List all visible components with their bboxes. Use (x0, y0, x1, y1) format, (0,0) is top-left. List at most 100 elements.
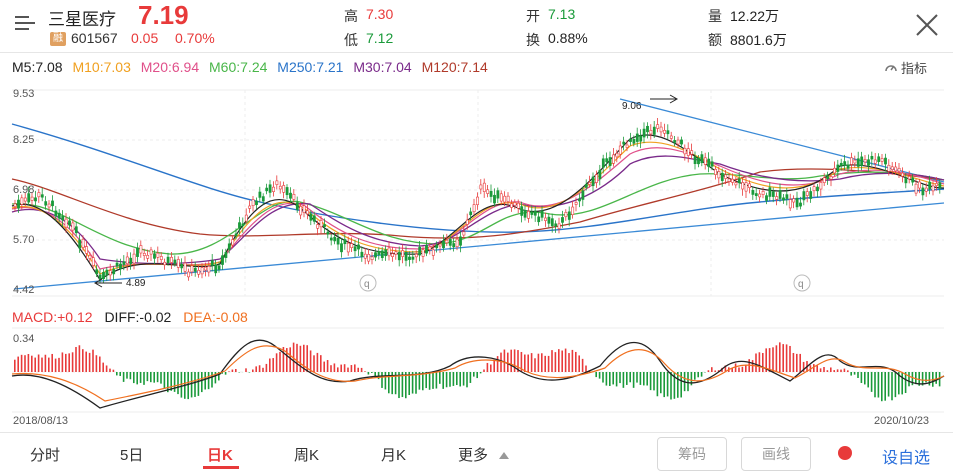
candle-body (578, 198, 581, 202)
macd-bar (755, 353, 757, 372)
active-tab-indicator (203, 466, 239, 469)
candle-body (686, 148, 690, 156)
candle-body (119, 263, 122, 269)
candle-body (724, 174, 728, 179)
macd-bar (864, 372, 866, 385)
low-mark-label: 4.89 (126, 278, 146, 289)
macd-bar (891, 372, 893, 401)
chips-button[interactable]: 筹码 (657, 437, 727, 471)
macd-bar (170, 372, 172, 391)
macd-bar (360, 367, 363, 372)
macd-bar (119, 372, 121, 376)
tab-daily-k[interactable]: 日K (207, 447, 233, 464)
candle-body (921, 187, 925, 196)
candle-body (40, 194, 44, 198)
macd-bar (296, 343, 298, 372)
macd-bar (398, 372, 400, 399)
candle-body (564, 211, 568, 218)
candle-body (778, 190, 782, 199)
macd-bar (425, 372, 427, 389)
tab-weekly-k[interactable]: 周K (294, 447, 320, 464)
candle-body (425, 245, 428, 254)
candle-body (853, 159, 857, 164)
candle-body (394, 251, 398, 255)
candle-body (822, 177, 826, 183)
event-marker[interactable]: q (793, 274, 811, 292)
candle-body (125, 256, 129, 265)
macd-bar (255, 366, 257, 372)
candle-body (873, 159, 877, 164)
candle-body (360, 251, 364, 257)
candle-body (737, 178, 741, 184)
macd-bar (921, 372, 924, 386)
candle-body (197, 270, 201, 275)
candle-body (13, 203, 17, 207)
macd-bar (473, 372, 475, 377)
candle-body (156, 252, 160, 258)
stock-code: 601567 (71, 30, 118, 46)
candle-body (445, 239, 449, 244)
tab-monthly-k[interactable]: 月K (381, 447, 407, 464)
candle-body (894, 166, 898, 172)
macd-bar (109, 368, 111, 372)
macd-bar (554, 352, 557, 372)
macd-bar (306, 345, 308, 372)
candle-body (489, 190, 493, 197)
candle-body (105, 269, 109, 276)
turnover-value: 0.88% (548, 30, 588, 46)
candle-body (312, 215, 316, 222)
macd-bar (44, 354, 47, 372)
close-icon[interactable] (912, 10, 942, 40)
candle-body (530, 211, 534, 215)
candle-body (217, 265, 221, 270)
candle-body (448, 239, 452, 246)
candle-body (928, 181, 932, 190)
open-label: 开 (526, 8, 540, 24)
candle-body (244, 214, 248, 222)
tab-fenshi[interactable]: 分时 (30, 447, 61, 464)
candle-body (829, 176, 833, 180)
macd-bar (935, 372, 937, 384)
candle-body (170, 256, 173, 263)
candle-body (278, 185, 282, 190)
macd-bar (347, 367, 349, 372)
macd-bar (449, 372, 451, 387)
macd-bar (690, 372, 693, 386)
indicator-button[interactable]: 指标 (884, 58, 927, 77)
macd-bar (670, 372, 672, 400)
notification-dot[interactable] (838, 446, 852, 460)
macd-bar (500, 352, 502, 372)
ma60-line (11, 171, 945, 255)
macd-bar (595, 372, 597, 378)
macd-bar (31, 355, 33, 372)
macd-bar (279, 351, 281, 372)
kline-chart[interactable]: 9.06 4.89 q q (0, 84, 953, 384)
macd-bar (65, 353, 67, 372)
draw-line-button[interactable]: 画线 (741, 437, 811, 471)
macd-bar (299, 345, 302, 372)
macd-bar (547, 355, 550, 372)
candle-body (74, 226, 78, 234)
macd-bar (765, 348, 767, 372)
candle-body (710, 161, 714, 167)
candle-body (639, 135, 643, 142)
macd-legend: MACD:+0.12 DIFF:-0.02 DEA:-0.08 (12, 309, 248, 325)
candle-body (455, 238, 459, 247)
event-marker[interactable]: q (359, 274, 377, 292)
add-watchlist-button[interactable]: 设自选 (882, 450, 931, 467)
macd-bar (915, 372, 917, 385)
macd-chart[interactable] (0, 326, 953, 416)
candle-body (387, 247, 391, 257)
macd-bar (826, 370, 829, 372)
macd-value: MACD:+0.12 (12, 309, 93, 325)
macd-bar (381, 372, 383, 388)
tab-5day[interactable]: 5日 (120, 447, 144, 464)
menu-icon[interactable] (12, 10, 38, 36)
candle-body (676, 139, 680, 145)
candle-body (180, 263, 184, 269)
candle-body (809, 191, 813, 199)
macd-bar (371, 372, 373, 373)
tab-more[interactable]: 更多 (458, 444, 510, 465)
macd-bar (656, 372, 659, 397)
macd-bar (741, 366, 744, 372)
